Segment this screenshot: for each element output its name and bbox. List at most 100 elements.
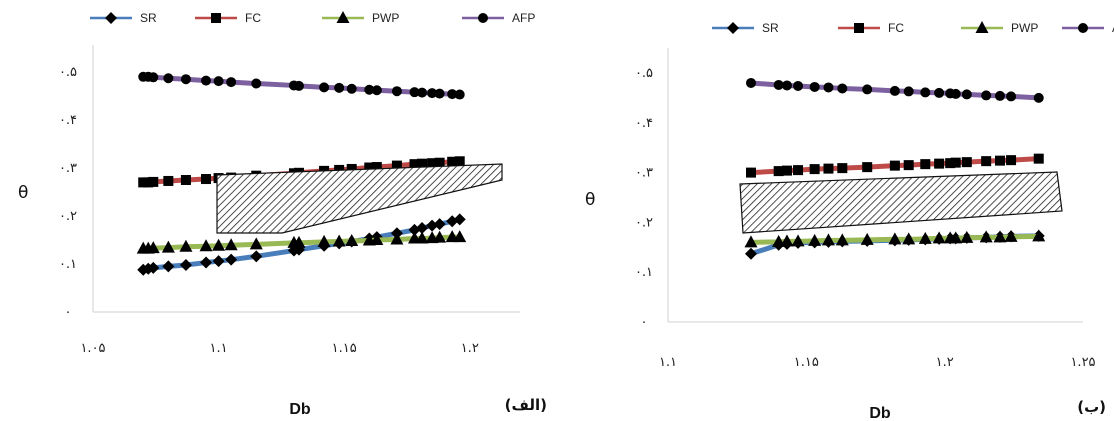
data-point-pwp (791, 234, 805, 247)
data-point-afp (903, 86, 914, 97)
data-point-fc (746, 167, 756, 178)
data-point-sr (179, 258, 192, 271)
data-point-sr (147, 261, 160, 274)
data-point-afp (920, 87, 931, 98)
data-point-fc (903, 160, 914, 171)
data-point-sr (225, 253, 238, 266)
x-tick-label: ۱.۱ (659, 355, 677, 370)
data-point-pwp (317, 234, 331, 247)
data-point-pwp (415, 231, 429, 244)
x-ticks-a: ۱.۰۵ ۱.۱ ۱.۱۵ ۱.۲ (80, 341, 478, 356)
legend-b: SR FC PWP AFP (712, 21, 1114, 35)
data-point-sr (745, 247, 757, 260)
data-point-fc (793, 165, 804, 176)
data-point-pwp (292, 235, 306, 248)
data-point-fc (1006, 155, 1017, 166)
x-ticks-b: ۱.۱ ۱.۱۵ ۱.۲ ۱.۲۵ (659, 355, 1096, 370)
data-point-afp (201, 75, 212, 86)
data-point-fc (371, 162, 382, 173)
data-point-fc (434, 157, 445, 168)
data-point-afp (213, 76, 224, 87)
data-point-afp (995, 90, 1005, 101)
data-point-afp (163, 73, 174, 84)
y-tick-label: ۰.۵ (59, 65, 77, 80)
y-tick-label: ۰.۴ (59, 113, 77, 128)
data-point-afp (961, 89, 972, 100)
chart-panel-a: SR FC PWP AFP ۰۰.۱۰.۲۰.۳۰.۴۰.۵ ۱.۰۵ ۱.۱ ۱.۱۵ ۱… (18, 11, 547, 418)
y-tick-label: ۰.۳ (59, 161, 77, 176)
y-tick-label: ۰.۳ (635, 166, 653, 181)
data-point-pwp (390, 232, 404, 245)
legend-marker-pwp (975, 21, 989, 33)
data-point-pwp (888, 232, 902, 245)
legend-marker-sr (105, 12, 117, 24)
data-point-afp (427, 88, 438, 99)
legend-label-afp: AFP (512, 11, 535, 25)
data-point-afp (346, 83, 357, 94)
data-point-afp (934, 87, 945, 98)
x-tick-label: ۱.۲۵ (1070, 355, 1095, 370)
data-point-fc (201, 174, 212, 185)
data-point-pwp (979, 230, 993, 243)
data-point-pwp (146, 241, 160, 254)
panel-label: (الف) (505, 396, 547, 414)
data-point-pwp (249, 237, 263, 250)
x-tick-label: ۱.۱۵ (794, 355, 819, 370)
data-point-pwp (918, 231, 932, 244)
data-point-pwp (902, 232, 916, 245)
data-point-fc (138, 177, 149, 188)
data-point-afp (364, 84, 375, 95)
legend-marker-fc (211, 13, 221, 23)
data-point-fc (961, 157, 972, 168)
legend-label-afp: AFP (1112, 21, 1114, 35)
data-point-pwp (345, 233, 359, 246)
y-ticks-a: ۰ ۰.۱ ۰.۲ ۰.۳ ۰.۴ ۰.۵ (59, 65, 77, 320)
data-point-pwp (179, 239, 193, 252)
data-point-fc (454, 156, 465, 167)
data-point-fc (427, 158, 438, 169)
data-point-afp (148, 72, 159, 83)
data-point-afp (319, 82, 330, 93)
data-point-afp (391, 86, 402, 97)
data-point-pwp (370, 233, 384, 245)
legend-label-sr: SR (140, 11, 157, 25)
data-point-afp (781, 80, 792, 91)
data-point-afp (1033, 92, 1044, 103)
data-point-fc (447, 156, 458, 167)
data-point-afp (889, 85, 900, 96)
data-point-fc (180, 175, 191, 185)
y-ticks-b: ۰ ۰.۱ ۰.۲ ۰.۳ ۰.۴ ۰.۵ (635, 66, 653, 330)
legend-marker-afp (478, 13, 488, 23)
data-point-pwp (960, 230, 974, 243)
data-point-fc (945, 158, 956, 169)
data-point-fc (391, 160, 402, 171)
legend-marker-pwp (336, 11, 350, 23)
legend-label-fc: FC (245, 11, 261, 25)
data-point-sr (162, 260, 175, 273)
data-point-afp (1006, 91, 1017, 102)
legend-label-fc: FC (888, 21, 904, 35)
data-point-fc (950, 157, 961, 168)
data-point-afp (454, 89, 465, 100)
legend-marker-fc (854, 23, 864, 33)
y-axis-label: θ (585, 190, 595, 210)
data-point-afp (226, 77, 237, 88)
legend-label-sr: SR (762, 21, 779, 35)
data-point-fc (143, 177, 154, 188)
data-point-afp (981, 90, 992, 101)
data-point-pwp (332, 234, 346, 247)
data-point-afp (371, 85, 382, 96)
x-tick-label: ۱.۱۵ (332, 341, 357, 356)
data-point-fc (148, 176, 159, 187)
x-tick-label: ۱.۲ (936, 355, 954, 370)
legend-marker-afp (1078, 23, 1088, 33)
data-point-afp (809, 81, 820, 92)
data-point-pwp (808, 233, 822, 246)
data-point-afp (293, 80, 304, 91)
y-tick-label: ۰.۵ (635, 66, 653, 81)
data-point-afp (950, 88, 961, 99)
data-point-afp (434, 88, 445, 99)
data-point-fc (163, 175, 174, 186)
